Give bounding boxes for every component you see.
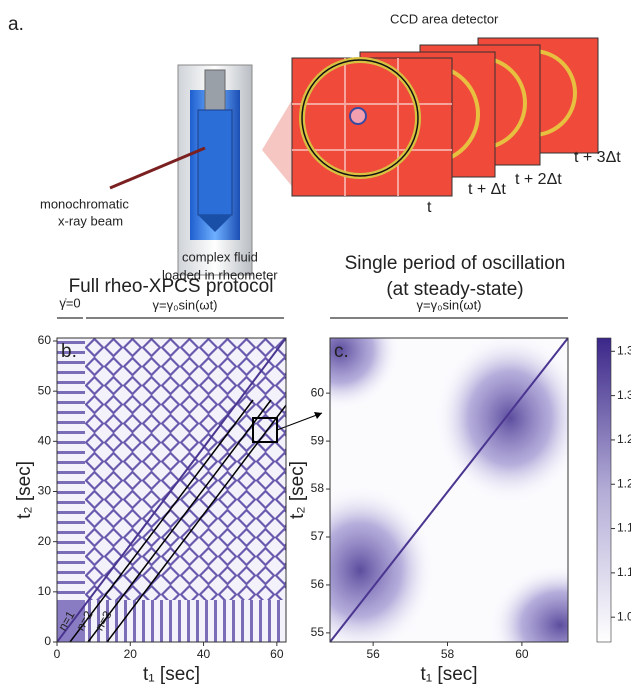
y-tick-label: 60 <box>38 333 52 347</box>
colorbar-tick-label: 1.30 <box>617 388 631 402</box>
colorbar-tick-label: 1.10 <box>617 565 631 579</box>
y-tick-label: 56 <box>311 577 325 591</box>
y-tick-label: 10 <box>38 584 52 598</box>
y-tick-label: 55 <box>311 625 325 639</box>
y-tick-label: 58 <box>311 481 325 495</box>
x-tick-label: 20 <box>124 647 138 661</box>
x-tick-label: 56 <box>366 647 380 661</box>
frame-label: t + 2Δt <box>515 171 562 188</box>
chart-title: Full rheo-XPCS protocol <box>69 276 274 297</box>
beam-label: monochromatic <box>40 196 129 211</box>
y-tick-label: 57 <box>311 529 325 543</box>
y-axis-label: t₂ [sec] <box>14 461 35 519</box>
fluid-label: loaded in rheometer <box>162 267 278 282</box>
y-tick-label: 30 <box>38 484 52 498</box>
plot-frame <box>329 337 569 643</box>
heatmap-image <box>330 338 568 642</box>
heatmap-image <box>57 338 286 642</box>
zoom-cone <box>262 95 295 190</box>
colorbar-tick-label: 1.25 <box>617 432 631 446</box>
panel-label: c. <box>334 341 349 362</box>
x-tick-label: 40 <box>197 647 211 661</box>
colorbar-tick-label: 1.05 <box>617 609 631 623</box>
colorbar-tick-label: 1.20 <box>617 476 631 490</box>
x-tick-label: 0 <box>54 647 61 661</box>
x-axis-label: t₁ [sec] <box>143 664 200 684</box>
detector-frames <box>291 37 599 197</box>
x-axis-label: t₁ [sec] <box>420 664 477 684</box>
y-tick-label: 0 <box>44 634 51 648</box>
y-tick-label: 20 <box>38 534 52 548</box>
x-tick-label: 60 <box>515 647 529 661</box>
y-tick-label: 59 <box>311 433 325 447</box>
colorbar-tick-label: 1.15 <box>617 521 631 535</box>
colorbar <box>596 337 612 643</box>
panel-label: b. <box>61 341 77 362</box>
zoom-arrow <box>276 412 323 431</box>
y-tick-label: 50 <box>38 383 52 397</box>
fluid-label: complex fluid <box>182 249 258 264</box>
chart-title: (at steady-state) <box>386 279 523 300</box>
x-tick-label: 58 <box>441 647 455 661</box>
annotation: γ=γ₀sin(ωt) <box>416 297 481 312</box>
y-axis-label: t₂ [sec] <box>287 461 308 519</box>
frame-label: t + Δt <box>468 181 506 198</box>
frame-label: t + 3Δt <box>574 149 621 166</box>
frame-label: t <box>427 199 432 216</box>
panel-label: a. <box>8 14 24 35</box>
rheometer <box>177 64 253 276</box>
zoom-arrow <box>314 412 322 419</box>
y-tick-label: 40 <box>38 434 52 448</box>
annotation: γ̇=0 <box>59 295 80 310</box>
detector-label: CCD area detector <box>390 11 499 26</box>
plot-frame <box>56 337 287 643</box>
x-tick-label: 60 <box>270 647 284 661</box>
beam <box>109 146 206 190</box>
y-tick-label: 60 <box>311 385 325 399</box>
beam-label: x-ray beam <box>58 213 123 228</box>
colorbar-tick-label: 1.35 <box>617 343 631 357</box>
annotation: γ=γ₀sin(ωt) <box>152 297 217 312</box>
chart-title: Single period of oscillation <box>345 253 566 274</box>
